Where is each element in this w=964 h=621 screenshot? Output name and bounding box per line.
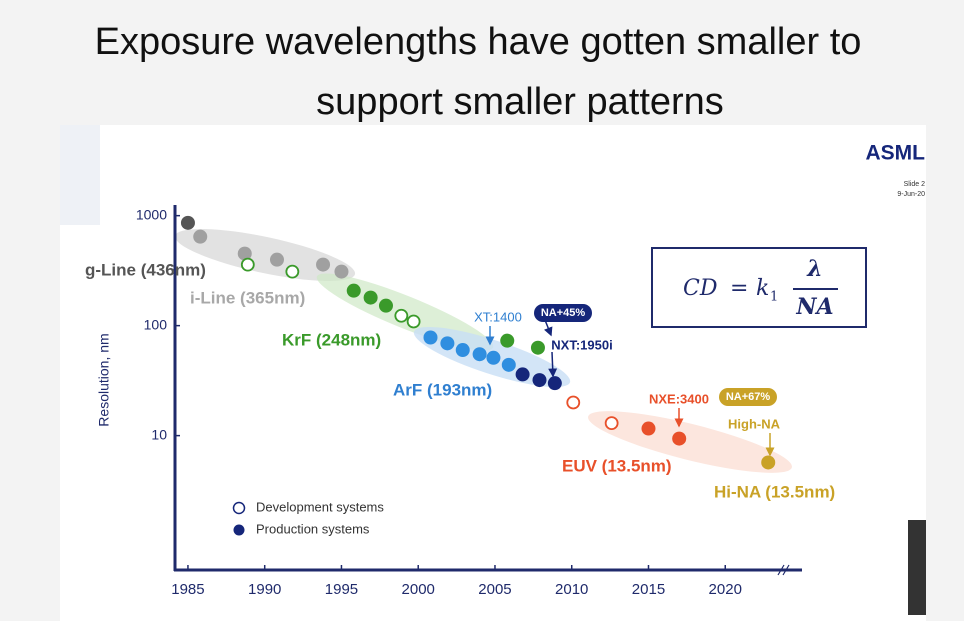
data-point	[566, 395, 581, 410]
data-point	[501, 357, 516, 372]
data-point	[363, 290, 378, 305]
formula-box	[651, 247, 867, 328]
logo: ASML	[866, 142, 926, 165]
series-label: ArF (193nm)	[393, 380, 492, 399]
formula-text: NA	[795, 294, 833, 320]
x-tick-label: 2005	[478, 581, 511, 598]
x-tick-label: 2020	[709, 581, 742, 598]
series-label: KrF (248nm)	[282, 330, 381, 349]
annotation-pill	[534, 304, 592, 322]
y-axis-label: Resolution, nm	[96, 333, 112, 426]
annotation-arrow	[548, 351, 558, 378]
data-point	[285, 264, 300, 279]
data-point	[180, 215, 195, 230]
side-bar	[908, 520, 926, 615]
x-tick-label: 2015	[632, 581, 665, 598]
data-point	[532, 373, 547, 388]
data-point	[334, 264, 349, 279]
slide-info: Slide 2	[904, 181, 926, 188]
x-tick-label: 1995	[325, 581, 358, 598]
x-tick-label: 1985	[171, 581, 204, 598]
y-tick-label: 10	[151, 426, 167, 442]
annotation: High-NA	[728, 416, 781, 431]
legend-marker	[232, 501, 246, 515]
formula-text: CD	[683, 276, 718, 301]
x-tick-label: 2010	[555, 581, 588, 598]
annotation: NA+67%	[726, 391, 771, 403]
data-point	[641, 421, 656, 436]
y-tick-label: 100	[144, 316, 168, 332]
formula-text: 1	[770, 290, 778, 305]
legend-label: Production systems	[256, 521, 370, 536]
data-point	[547, 376, 562, 391]
x-tick-label: 2000	[402, 581, 435, 598]
data-point	[530, 340, 545, 355]
data-point	[378, 298, 393, 313]
data-point	[472, 347, 487, 362]
slide-info: 9-Jun-20	[897, 191, 925, 198]
x-tick-label: 1990	[248, 581, 281, 598]
data-point	[500, 333, 515, 348]
band	[588, 411, 792, 473]
data-point	[486, 350, 501, 365]
annotation: XT:1400	[474, 309, 522, 324]
data-point	[240, 257, 255, 272]
axis-break	[777, 564, 785, 576]
data-point	[406, 314, 421, 329]
legend-marker	[233, 524, 245, 536]
series-label: EUV (13.5nm)	[562, 456, 672, 475]
data-point	[237, 246, 252, 261]
axis-break	[782, 564, 790, 576]
annotation: NXT:1950i	[551, 337, 612, 352]
data-point	[604, 416, 619, 430]
data-point	[269, 252, 284, 267]
band	[174, 229, 356, 281]
data-point	[423, 330, 438, 345]
series-label: g-Line (436nm)	[85, 260, 206, 279]
side-strip	[60, 125, 100, 225]
title-line: Exposure wavelengths have gotten smaller…	[95, 21, 862, 63]
data-point	[193, 229, 208, 244]
formula-text: =	[730, 276, 748, 301]
data-point	[394, 308, 409, 323]
data-point	[672, 431, 687, 446]
data-point	[346, 283, 361, 298]
series-label: Hi-NA (13.5nm)	[714, 482, 835, 501]
annotation-pill	[719, 388, 777, 406]
title-line: support smaller patterns	[316, 81, 724, 123]
data-point	[455, 343, 470, 358]
data-point	[515, 367, 530, 382]
y-tick-label: 1000	[136, 206, 167, 222]
annotation: NXE:3400	[649, 391, 709, 406]
data-point	[761, 455, 776, 470]
annotation: NA+45%	[541, 307, 586, 319]
series-label: i-Line (365nm)	[190, 288, 305, 307]
formula-text: k	[756, 276, 769, 301]
data-point	[440, 336, 455, 351]
data-point	[316, 257, 331, 272]
legend-label: Development systems	[256, 499, 384, 514]
annotation-arrow	[544, 319, 553, 337]
formula-text: λ	[806, 256, 822, 282]
